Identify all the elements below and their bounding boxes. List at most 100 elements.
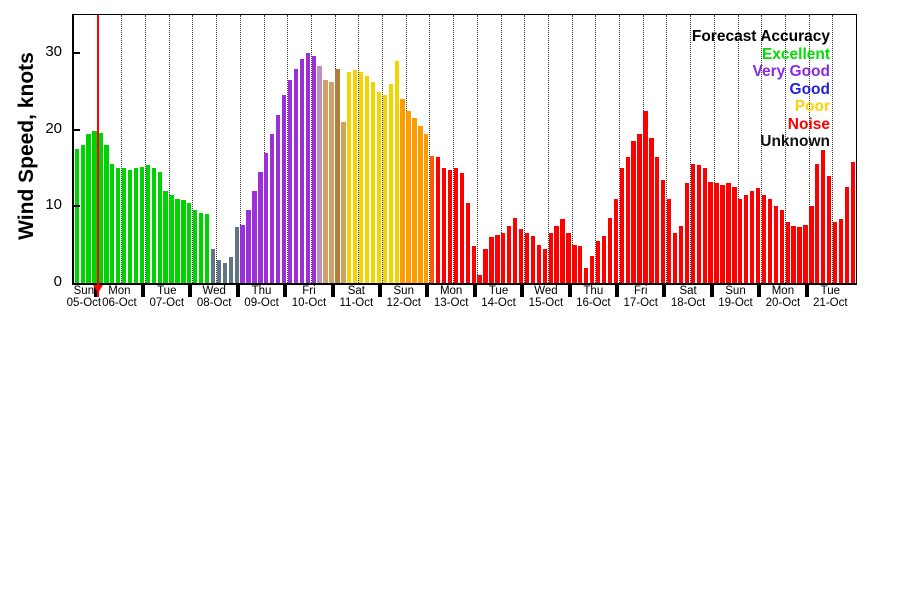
legend-entry-noise: Noise (787, 115, 830, 133)
legend-entry-excellent: Excellent (761, 45, 830, 63)
wind-forecast-chart: Wind Speed, knots 0 10 20 30 Sun 05-Oct Mon 06… (15, 14, 857, 324)
wind-bar (92, 131, 97, 283)
day-date: 08-Oct (196, 297, 232, 309)
grid-line (595, 15, 597, 283)
day-date: 16-Oct (576, 297, 611, 309)
day-boundary-tick (378, 284, 383, 297)
wind-bar (175, 198, 180, 283)
day-name: Fri (634, 285, 648, 297)
y-tick-mark (74, 205, 80, 208)
wind-bar (548, 233, 553, 283)
wind-bar (542, 248, 547, 283)
grid-line (192, 15, 194, 283)
wind-bar (738, 198, 743, 283)
day-label: Thu 16-Oct (562, 285, 624, 309)
day-boundary-tick (235, 284, 240, 297)
wind-bar (270, 133, 275, 283)
day-name: Wed (534, 285, 558, 297)
wind-bar (744, 194, 749, 283)
grid-line (429, 15, 431, 283)
wind-bar (412, 118, 417, 283)
wind-bar (524, 233, 530, 283)
day-label: Mon 13-Oct (420, 285, 482, 309)
wind-bar (145, 165, 150, 283)
grid-line (808, 15, 810, 283)
day-name: Sat (679, 285, 697, 297)
grid-line (239, 15, 241, 283)
wind-bar (690, 164, 696, 283)
day-date: 06-Oct (102, 297, 137, 309)
grid-line (287, 15, 289, 283)
day-boundary-tick (567, 284, 572, 297)
wind-bar (637, 133, 642, 283)
day-name: Tue (488, 285, 509, 297)
wind-bar (495, 234, 500, 283)
day-boundary-tick (283, 284, 288, 297)
legend-entry-unknown: Unknown (760, 133, 830, 150)
wind-bar (181, 200, 186, 283)
wind-bar (276, 114, 281, 283)
day-label: Tue 14-Oct (468, 285, 530, 309)
grid-line (382, 15, 384, 283)
grid-line (524, 15, 526, 283)
x-axis: Sun 05-Oct Mon 06-Oct Tue 07-Oct Wed 08-Oct Thu 0… (67, 284, 854, 324)
day-date: 20-Oct (765, 297, 801, 309)
wind-bar (797, 227, 802, 283)
wind-bar (779, 210, 784, 283)
legend-title: Forecast Accuracy (691, 28, 830, 45)
grid-line (690, 15, 692, 283)
day-boundary-tick (330, 284, 335, 297)
day-boundary-tick (615, 284, 620, 297)
plot-area (72, 14, 857, 297)
wind-bar (228, 256, 233, 283)
wind-bar (222, 263, 228, 283)
wind-bar (110, 164, 115, 283)
wind-bar (684, 183, 690, 283)
y-tick-mark (74, 128, 80, 131)
day-name: Thu (251, 285, 272, 297)
wind-bar (281, 95, 287, 283)
grid-line (263, 15, 265, 283)
wind-bar (601, 235, 607, 283)
wind-bar (453, 168, 459, 283)
day-date: 07-Oct (149, 297, 185, 309)
grid-line (666, 15, 668, 283)
wind-bar (447, 170, 453, 283)
wind-bar (815, 164, 820, 283)
wind-bar (625, 156, 630, 283)
wind-bar (708, 181, 713, 283)
grid-line (310, 15, 312, 283)
wind-bar (578, 246, 583, 283)
day-boundary-tick (472, 284, 477, 297)
wind-bar (234, 227, 239, 283)
day-date: 12-Oct (386, 297, 421, 309)
wind-bar (370, 81, 376, 283)
wind-bar (512, 217, 518, 283)
now-marker (92, 285, 103, 293)
wind-bar (667, 198, 672, 283)
wind-bar (584, 267, 589, 283)
wind-bar (507, 225, 512, 283)
wind-bar (607, 217, 613, 283)
wind-bar (501, 233, 506, 283)
wind-bar (595, 240, 601, 283)
wind-bar (388, 83, 393, 283)
wind-bar (844, 187, 850, 283)
wind-bar (672, 233, 678, 283)
day-date: 21-Oct (813, 297, 848, 309)
day-date: 17-Oct (623, 297, 658, 309)
day-boundary-tick (662, 284, 667, 297)
wind-bar (335, 68, 340, 283)
day-boundary-tick (804, 284, 809, 297)
wind-bar (696, 165, 701, 283)
wind-bar (850, 162, 855, 283)
day-date: 09-Oct (244, 297, 279, 309)
day-date: 15-Oct (528, 297, 564, 309)
wind-bar (465, 202, 470, 283)
day-date: 11-Oct (339, 297, 374, 309)
day-name: Sun (393, 285, 414, 297)
wind-bar (755, 188, 761, 283)
wind-bar (199, 212, 204, 283)
wind-bar (293, 68, 299, 283)
day-name: Mon (771, 285, 795, 297)
